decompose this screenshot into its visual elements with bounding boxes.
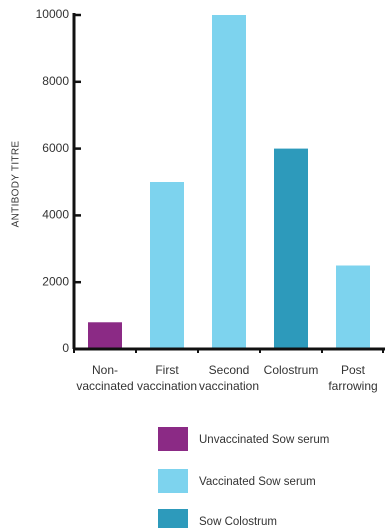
x-category-label: Second vaccination	[199, 363, 259, 393]
x-category-label-line: vaccination	[137, 379, 197, 393]
axes	[72, 13, 385, 353]
x-category-label-line: vaccination	[199, 379, 259, 393]
x-category-label-line: Non-	[92, 363, 118, 377]
legend-swatch	[158, 509, 188, 528]
x-category-label-line: Second	[209, 363, 250, 377]
bars	[88, 15, 370, 349]
bar	[336, 265, 370, 349]
legend: Unvaccinated Sow serum Vaccinated Sow ser…	[158, 427, 329, 528]
y-tick-label: 4000	[42, 208, 69, 222]
x-category-label-line: farrowing	[328, 379, 377, 393]
x-category-label: First vaccination	[137, 363, 197, 393]
y-tick-label: 8000	[42, 74, 69, 88]
bar	[88, 322, 122, 349]
y-axis-ticks: 0 2000 4000 6000 8000 10000	[36, 7, 81, 355]
y-tick-label: 2000	[42, 274, 69, 288]
x-category-label-line: Post	[341, 363, 366, 377]
bar	[212, 15, 246, 349]
category-labels: Non-vaccinated First vaccination Second vacc…	[76, 363, 377, 393]
y-axis-title: ANTIBODY TITRE	[11, 141, 22, 228]
x-category-label-line: Colostrum	[264, 363, 319, 377]
legend-item: Vaccinated Sow serum	[158, 469, 316, 493]
legend-item: Unvaccinated Sow serum	[158, 427, 329, 451]
legend-label: Unvaccinated Sow serum	[199, 434, 329, 446]
bar	[274, 148, 308, 349]
x-category-label: Post farrowing	[328, 363, 377, 393]
x-category-label-line: First	[155, 363, 179, 377]
legend-label: Sow Colostrum	[199, 516, 277, 528]
y-tick-label: 0	[62, 341, 69, 355]
y-tick-label: 10000	[36, 7, 70, 21]
x-category-label: Colostrum	[264, 363, 319, 377]
legend-item: Sow Colostrum	[158, 509, 277, 528]
y-axis-title-group: ANTIBODY TITRE	[11, 141, 22, 228]
legend-swatch	[158, 427, 188, 451]
bar	[150, 182, 184, 349]
legend-swatch	[158, 469, 188, 493]
x-category-label: Non-vaccinated	[76, 363, 133, 393]
x-category-label-line: vaccinated	[76, 379, 133, 393]
legend-label: Vaccinated Sow serum	[199, 476, 316, 488]
y-tick-label: 6000	[42, 141, 69, 155]
